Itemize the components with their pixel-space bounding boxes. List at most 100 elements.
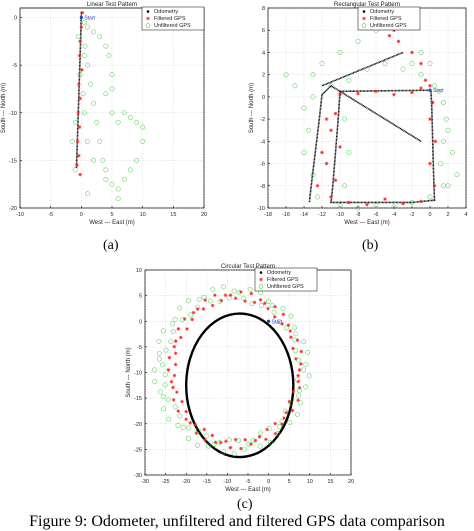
unfiltered-gps-point	[279, 419, 285, 425]
filtered-gps-point	[243, 299, 247, 303]
unfiltered-gps-point	[211, 441, 217, 447]
unfiltered-gps-point	[315, 194, 320, 200]
x-tick-label: 4	[464, 212, 467, 218]
filtered-gps-point	[295, 338, 300, 342]
filtered-gps-point	[297, 368, 302, 372]
filtered-gps-point	[239, 446, 243, 451]
unfiltered-gps-point	[258, 430, 264, 436]
unfiltered-gps-point	[319, 61, 325, 67]
filtered-gps-point	[287, 399, 292, 404]
unfiltered-gps-point	[231, 451, 237, 457]
x-tick-label: -20	[182, 479, 190, 485]
odometry-path	[321, 51, 404, 87]
filtered-gps-point	[172, 344, 177, 349]
legend-label: Unfiltered GPS	[370, 23, 407, 29]
filtered-gps-point	[296, 373, 300, 378]
filtered-gps-point	[324, 161, 329, 166]
start-marker	[267, 319, 271, 323]
unfiltered-gps-point	[346, 149, 352, 155]
filtered-gps-point	[219, 298, 224, 303]
legend-label: Odometry	[370, 9, 394, 15]
unfiltered-gps-point	[292, 83, 298, 89]
filtered-gps-point	[243, 437, 247, 442]
unfiltered-gps-point	[226, 295, 232, 301]
filtered-gps-point	[272, 315, 277, 319]
x-tick-label: -10	[16, 212, 24, 218]
unfiltered-gps-point	[140, 138, 146, 144]
panel-label-c: (c)	[237, 497, 253, 512]
linear-test-chart: -10 -5 0 5 10 15 20 0 -5 -10 -15 -20 Linear Test Pat…	[1, 2, 207, 226]
unfiltered-gps-point	[152, 367, 157, 373]
x-tick-label: -12	[318, 212, 326, 218]
series-odometry	[321, 51, 404, 87]
x-axis-label: West --- East (m)	[225, 487, 271, 493]
filtered-gps-point	[167, 355, 172, 360]
legend-unfiltered-marker	[145, 23, 151, 28]
unfiltered-gps-point	[134, 157, 139, 163]
x-tick-label: -10	[223, 479, 231, 485]
unfiltered-gps-point	[156, 351, 162, 356]
unfiltered-gps-point	[194, 304, 200, 310]
rectangular-test-chart: -18 -16 -14 -12 -10 -8 -6 -4 -2 0 2 4 8 6 4 2 0 -2 -4 -6 -8 -…	[249, 2, 468, 226]
filtered-gps-point	[213, 440, 218, 445]
filtered-gps-point	[223, 293, 228, 298]
filtered-gps-point	[77, 82, 81, 86]
filtered-gps-point	[228, 293, 233, 297]
filtered-gps-point	[294, 357, 298, 361]
filtered-gps-point	[171, 398, 176, 402]
filtered-gps-point	[356, 91, 360, 96]
unfiltered-gps-point	[185, 298, 191, 304]
filtered-gps-point	[374, 89, 378, 94]
legend-odometry-marker	[362, 10, 366, 13]
series-unfiltered-gps	[283, 16, 460, 211]
y-tick-label: -20	[9, 206, 17, 212]
unfiltered-gps-point	[172, 316, 178, 322]
filtered-gps-point	[194, 431, 199, 435]
y-axis-label: South --- North (m)	[249, 83, 255, 133]
y-tick-label: 10	[136, 268, 142, 274]
unfiltered-gps-point	[391, 204, 397, 210]
filtered-gps-point	[75, 139, 80, 144]
legend-label: Unfiltered GPS	[267, 284, 304, 290]
unfiltered-gps-point	[157, 389, 163, 395]
unfiltered-gps-point	[203, 433, 209, 439]
filtered-gps-point	[419, 61, 423, 66]
unfiltered-gps-point	[160, 328, 166, 334]
y-tick-label: -30	[134, 473, 142, 479]
unfiltered-gps-point	[152, 379, 158, 385]
unfiltered-gps-point	[206, 443, 211, 449]
filtered-gps-point	[80, 10, 85, 15]
filtered-gps-point	[191, 310, 196, 315]
unfiltered-gps-point	[346, 77, 352, 83]
x-tick-label: -16	[282, 212, 290, 218]
unfiltered-gps-point	[85, 24, 90, 30]
unfiltered-gps-point	[267, 440, 273, 446]
unfiltered-gps-point	[85, 62, 90, 68]
y-tick-label: 8	[262, 6, 265, 12]
unfiltered-gps-point	[236, 438, 242, 444]
unfiltered-gps-point	[310, 72, 316, 78]
unfiltered-gps-point	[121, 110, 127, 116]
filtered-gps-point	[428, 117, 432, 121]
x-tick-label: 0	[428, 212, 431, 218]
unfiltered-gps-point	[241, 295, 246, 301]
unfiltered-gps-point	[296, 357, 301, 363]
unfiltered-gps-point	[186, 425, 192, 431]
legend-label: Unfiltered GPS	[154, 23, 191, 29]
filtered-gps-point	[202, 427, 206, 432]
y-tick-label: 4	[262, 50, 265, 56]
filtered-gps-point	[175, 390, 179, 394]
unfiltered-gps-point	[165, 397, 171, 403]
filtered-gps-point	[79, 25, 84, 29]
x-tick-label: 5	[288, 479, 291, 485]
x-tick-label: 15	[327, 479, 333, 485]
unfiltered-gps-point	[292, 348, 298, 354]
unfiltered-gps-point	[85, 191, 90, 197]
unfiltered-gps-point	[97, 138, 103, 144]
x-tick-label: 15	[170, 212, 176, 218]
filtered-gps-point	[333, 111, 338, 116]
unfiltered-gps-point	[310, 94, 316, 100]
filtered-gps-point	[329, 195, 333, 199]
filtered-gps-point	[188, 420, 193, 425]
x-tick-label: 10	[307, 479, 313, 485]
